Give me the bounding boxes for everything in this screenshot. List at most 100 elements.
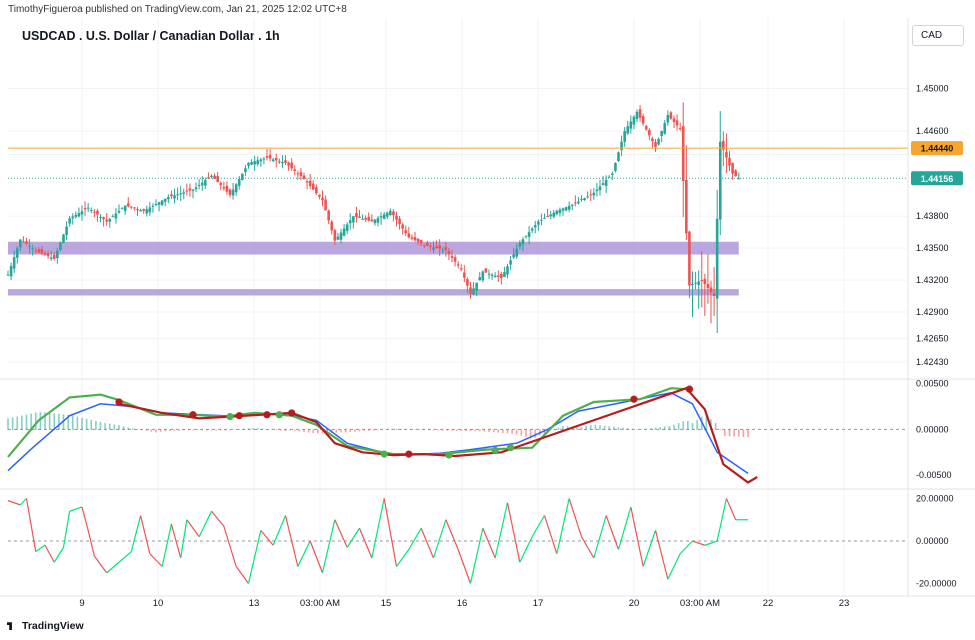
- candle-body: [638, 109, 642, 118]
- candle-body: [484, 268, 488, 273]
- candle-body: [231, 189, 235, 196]
- candle-body: [71, 216, 75, 219]
- osc2-segment: [605, 515, 620, 550]
- candle-body: [259, 159, 263, 162]
- histogram-bar: [39, 411, 42, 430]
- histogram-bar: [76, 416, 79, 430]
- histogram-bar: [173, 429, 176, 431]
- candle-body: [22, 241, 25, 243]
- osc2-segment: [35, 544, 46, 553]
- candle-body: [321, 197, 324, 201]
- osc2-segment: [630, 506, 644, 567]
- histogram-bar: [724, 429, 726, 437]
- histogram-bar: [603, 425, 606, 430]
- candle-body: [324, 199, 327, 211]
- candle-body: [315, 187, 318, 194]
- candle-body: [503, 272, 506, 277]
- support-zone: [8, 241, 739, 255]
- histogram-bar: [673, 424, 675, 430]
- candle-body: [15, 248, 19, 258]
- cross-marker: [275, 411, 283, 419]
- osc2-segment: [161, 523, 173, 567]
- candle-body: [429, 246, 432, 248]
- histogram-bar: [118, 425, 120, 430]
- histogram-bar: [492, 429, 495, 433]
- candle-body: [657, 139, 660, 145]
- candle-body: [364, 218, 367, 220]
- histogram-bar: [99, 422, 102, 430]
- candle-body: [490, 274, 494, 277]
- candle-body: [580, 199, 583, 201]
- candle-body: [77, 213, 81, 217]
- histogram-bar: [474, 429, 476, 432]
- histogram-bar: [280, 429, 282, 431]
- osc2-segment: [140, 515, 151, 554]
- candle-body: [410, 237, 414, 239]
- histogram-bar: [747, 429, 749, 438]
- candle-body: [120, 208, 124, 210]
- histogram-bar: [585, 426, 587, 430]
- candle-body: [672, 118, 676, 122]
- candle-body: [651, 138, 654, 142]
- candle-body: [540, 219, 543, 221]
- histogram-bar: [437, 429, 439, 431]
- candle-body: [709, 287, 713, 293]
- candle-body: [145, 209, 149, 214]
- histogram-bar: [145, 429, 148, 432]
- price-badge-label: 1.44440: [921, 144, 954, 154]
- candle-body: [731, 162, 734, 174]
- histogram-bar: [85, 418, 88, 430]
- candle-body: [725, 151, 728, 158]
- candle-body: [333, 230, 337, 241]
- histogram-bar: [95, 421, 97, 430]
- tradingview-footer: TradingView: [7, 620, 84, 632]
- candle-body: [592, 192, 596, 196]
- cross-marker: [445, 451, 453, 459]
- candle-body: [99, 216, 102, 218]
- x-tick-label: 03:00 AM: [300, 598, 340, 609]
- osc1-tick-label: 0.00500: [916, 379, 949, 389]
- candle-body: [577, 201, 580, 204]
- histogram-bar: [136, 429, 139, 430]
- histogram-bar: [363, 429, 365, 432]
- osc2-segment: [25, 498, 37, 552]
- tradingview-logo-icon: [7, 622, 12, 631]
- candles: [6, 102, 741, 334]
- candle-body: [416, 238, 420, 242]
- histogram-bar: [132, 428, 134, 430]
- candle-body: [413, 237, 417, 241]
- oscillator-2: [7, 498, 908, 584]
- candle-body: [296, 173, 300, 175]
- histogram-bar: [270, 429, 273, 430]
- osc2-segment: [692, 540, 706, 546]
- osc2-tick-label: 20.00000: [916, 494, 954, 504]
- candle-body: [52, 255, 56, 259]
- candle-body: [96, 210, 99, 215]
- candle-body: [685, 179, 688, 234]
- histogram-bar: [238, 429, 241, 430]
- candle-body: [607, 176, 611, 178]
- histogram-bar: [557, 427, 560, 430]
- candle-body: [398, 218, 401, 225]
- histogram-bar: [446, 429, 449, 431]
- histogram-bar: [30, 413, 32, 430]
- candle-body: [564, 207, 568, 211]
- histogram-bar: [256, 428, 259, 430]
- histogram-bar: [622, 427, 624, 430]
- currency-button[interactable]: CAD: [912, 25, 964, 46]
- candle-body: [518, 242, 522, 247]
- candle-body: [256, 160, 260, 165]
- x-tick-label: 17: [533, 598, 544, 609]
- histogram-bar: [497, 429, 500, 433]
- candle-body: [222, 187, 226, 189]
- histogram-bar: [243, 428, 245, 430]
- histogram-bar: [414, 429, 416, 430]
- histogram-bar: [594, 424, 597, 430]
- candle-body: [89, 209, 93, 211]
- candle-body: [392, 211, 395, 216]
- candle-body: [583, 198, 586, 200]
- candle-body: [185, 190, 189, 192]
- histogram-bar: [511, 429, 513, 434]
- candle-body: [537, 221, 540, 225]
- histogram-bar: [317, 429, 319, 434]
